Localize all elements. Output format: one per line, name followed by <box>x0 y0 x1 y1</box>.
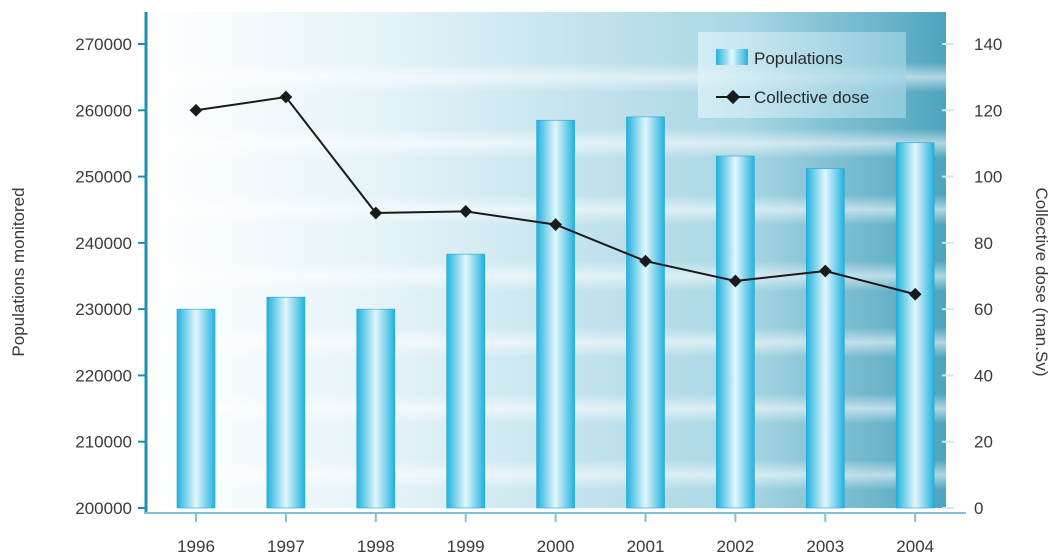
legend-label-collective-dose: Collective dose <box>754 88 869 107</box>
y-tick-label: 230000 <box>75 300 132 319</box>
y2-tick-label: 120 <box>974 101 1002 120</box>
y-tick-label: 270000 <box>75 35 132 54</box>
collective-dose-point <box>279 90 293 104</box>
collective-dose-point <box>189 103 203 117</box>
y-tick-label: 200000 <box>75 499 132 518</box>
y2-axis-title: Collective dose (man.Sv) <box>1032 188 1051 377</box>
collective-dose-point <box>369 206 383 220</box>
y2-tick-label: 20 <box>974 433 993 452</box>
y-tick-label: 220000 <box>75 366 132 385</box>
populations-bar <box>626 116 665 509</box>
left-axis-ticks: 200000 210000 220000 230000 240000 250000 2600… <box>75 35 146 518</box>
y-tick-label: 250000 <box>75 168 132 187</box>
y2-tick-label: 0 <box>974 499 983 518</box>
x-tick-label: 1997 <box>267 537 305 556</box>
x-tick-label: 1996 <box>177 537 215 556</box>
y-tick-label: 210000 <box>75 433 132 452</box>
x-axis-ticks: 1996 1997 1998 1999 2000 2001 2002 2003 2004 <box>177 513 934 556</box>
populations-bar <box>895 142 935 509</box>
x-tick-label: 1999 <box>447 537 485 556</box>
populations-bar <box>446 253 486 509</box>
right-axis-ticks: 0 20 40 60 80 100 120 140 <box>942 35 1002 518</box>
x-tick-label: 2004 <box>896 537 934 556</box>
legend-marker-collective-dose <box>725 89 741 105</box>
x-tick-label: 2000 <box>537 537 575 556</box>
y2-tick-label: 40 <box>974 366 993 385</box>
legend: Populations Collective dose <box>698 32 906 118</box>
x-tick-label: 2002 <box>716 537 754 556</box>
collective-dose-point <box>459 205 473 218</box>
x-tick-label: 2003 <box>806 537 844 556</box>
populations-bars <box>176 116 935 509</box>
populations-bar <box>266 296 306 509</box>
y2-tick-label: 100 <box>974 168 1002 187</box>
x-tick-label: 2001 <box>627 537 665 556</box>
x-tick-label: 1998 <box>357 537 395 556</box>
populations-bar <box>536 119 575 509</box>
legend-label-populations: Populations <box>754 49 843 68</box>
y2-tick-label: 60 <box>974 300 993 319</box>
y2-tick-label: 140 <box>974 35 1002 54</box>
populations-bar <box>716 155 755 509</box>
populations-bar <box>805 168 845 509</box>
y2-tick-label: 80 <box>974 234 993 253</box>
legend-swatch-populations <box>716 49 748 65</box>
y-tick-label: 260000 <box>75 101 132 120</box>
populations-bar <box>176 308 216 509</box>
y-tick-label: 240000 <box>75 234 132 253</box>
populations-bar <box>356 308 396 509</box>
y-axis-title: Populations monitored <box>9 187 28 356</box>
